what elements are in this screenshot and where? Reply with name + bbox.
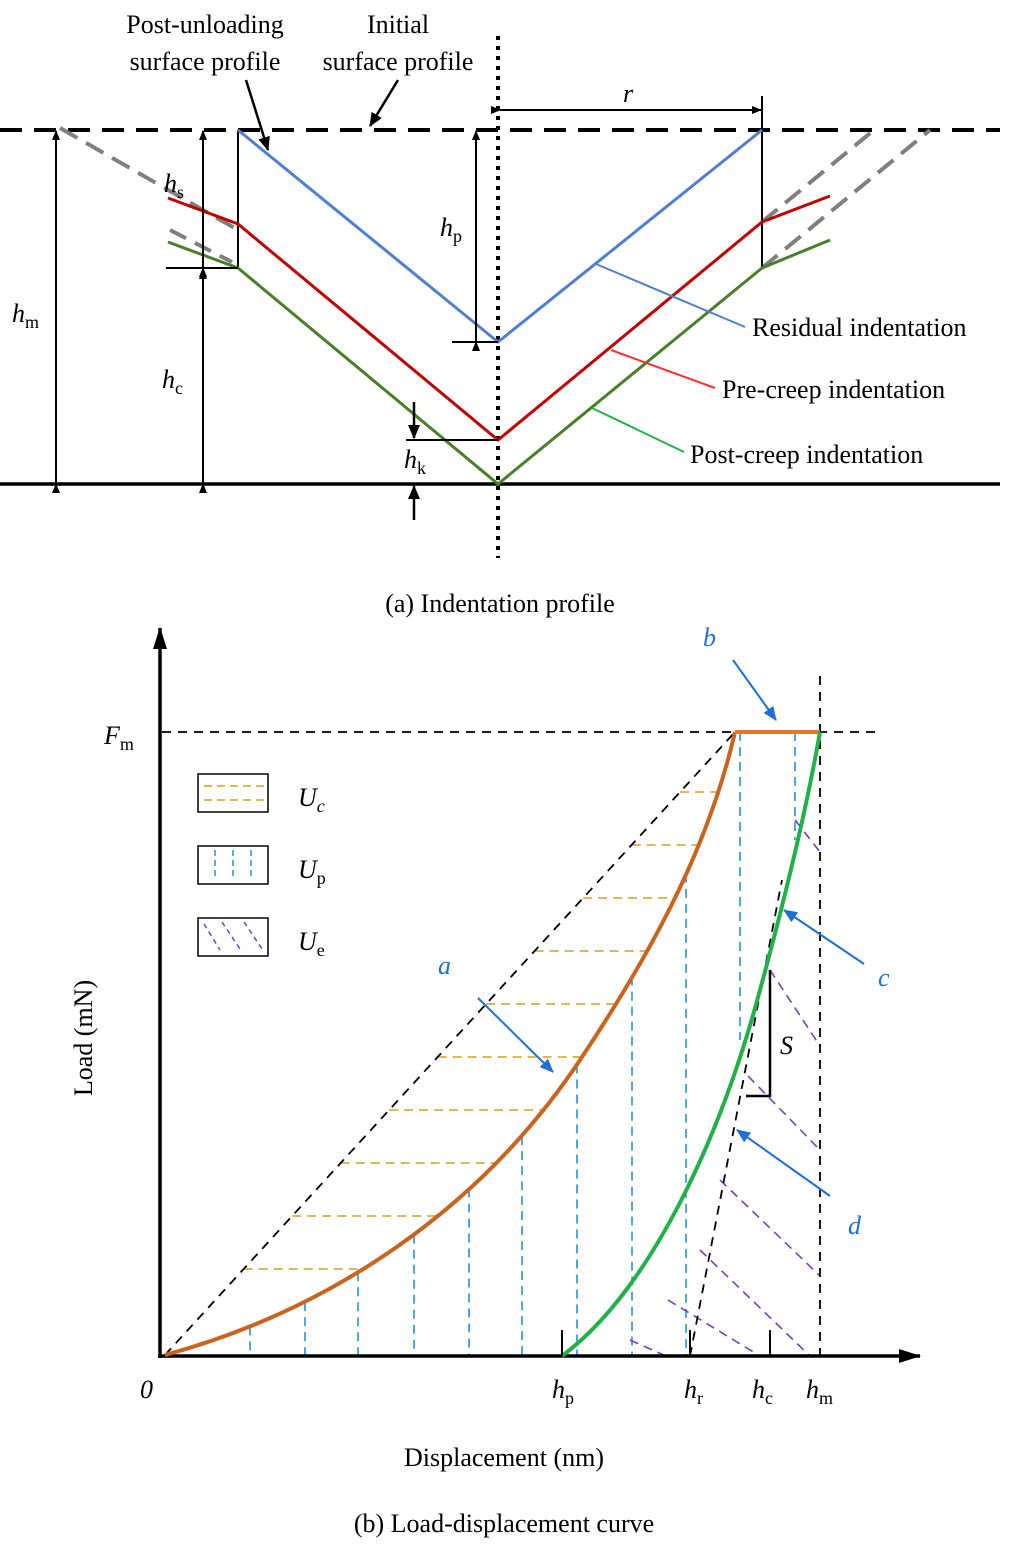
ue-hatch-line — [629, 1339, 667, 1357]
secant-dashed — [164, 731, 736, 1356]
y-axis-label: Load (mN) — [69, 980, 98, 1096]
initial-surface-label-2: surface profile — [323, 47, 474, 76]
hs-label: hs — [164, 169, 184, 202]
ue-hatch-line — [769, 969, 821, 1047]
surface-profile-right — [760, 128, 932, 270]
origin-label: 0 — [140, 1375, 153, 1404]
tick-label-hr: hr — [684, 1375, 703, 1408]
postcreep-leader — [591, 407, 685, 453]
caption-b: (b) Load-displacement curve — [354, 1509, 654, 1538]
post-creep-indentation-profile — [167, 238, 831, 486]
legend-postcreep-label: Post-creep indentation — [690, 440, 923, 469]
pointer-c — [783, 909, 865, 965]
x-axis-label: Displacement (nm) — [404, 1443, 604, 1472]
slope-label: S — [780, 1031, 793, 1060]
residual-leader — [595, 263, 746, 328]
legend-precreep-label: Pre-creep indentation — [722, 375, 945, 404]
slope-triangle — [746, 970, 772, 1098]
tick-label-hp: hp — [552, 1375, 574, 1408]
legend-ue-swatch — [197, 917, 269, 957]
ue-hatch-line — [719, 1179, 821, 1277]
panel-b-load-displacement: Uc Up Ue Fm 0 a b c d — [69, 623, 921, 1538]
curve-d-label: d — [848, 1211, 862, 1240]
ue-hatch-line — [747, 1075, 821, 1151]
ue-hatch-line — [699, 1249, 811, 1357]
ue-hatch — [629, 819, 821, 1357]
loading-curve-a — [164, 731, 737, 1357]
caption-a: (a) Indentation profile — [385, 589, 615, 618]
fm-label: Fm — [103, 721, 134, 754]
unloading-curve — [560, 731, 822, 1358]
legend-ue: Ue — [197, 917, 325, 960]
post-unloading-label-1: Post-unloading — [126, 10, 283, 39]
initial-surface-label-1: Initial — [367, 10, 429, 39]
precreep-leader — [610, 349, 716, 389]
legend-up-label: Up — [298, 855, 326, 888]
legend-residual-label: Residual indentation — [752, 313, 966, 342]
legend-uc-label: Uc — [298, 783, 325, 816]
curve-a-label: a — [438, 951, 451, 980]
initial-surface-pointer — [368, 79, 400, 127]
uc-hatch — [243, 791, 719, 1270]
hm-label: hm — [12, 299, 39, 332]
surface-profile-left — [59, 126, 239, 232]
pointer-b — [732, 659, 777, 721]
hk-label: hk — [404, 445, 426, 478]
legend-ue-label: Ue — [298, 927, 325, 960]
legend-up: Up — [197, 845, 326, 888]
tick-label-hc: hc — [752, 1375, 773, 1408]
panel-a-indentation-profile: Post-unloading surface profile Initial s… — [0, 10, 1000, 618]
legend-uc-swatch — [197, 773, 269, 813]
pointer-a — [477, 997, 554, 1073]
post-unloading-pointer — [244, 79, 270, 151]
curve-c-label: c — [878, 963, 890, 992]
legend-uc: Uc — [197, 773, 325, 816]
ue-hatch-line — [667, 1299, 761, 1357]
hp-label: hp — [440, 213, 462, 246]
curve-b-label: b — [703, 623, 716, 652]
r-label: r — [623, 79, 634, 108]
surface-profile-right-2 — [760, 128, 876, 224]
post-unloading-label-2: surface profile — [130, 47, 281, 76]
hc-label: hc — [162, 365, 183, 398]
pointer-d — [736, 1129, 831, 1197]
up-hatch — [249, 732, 796, 1356]
tick-label-hm: hm — [806, 1375, 833, 1408]
